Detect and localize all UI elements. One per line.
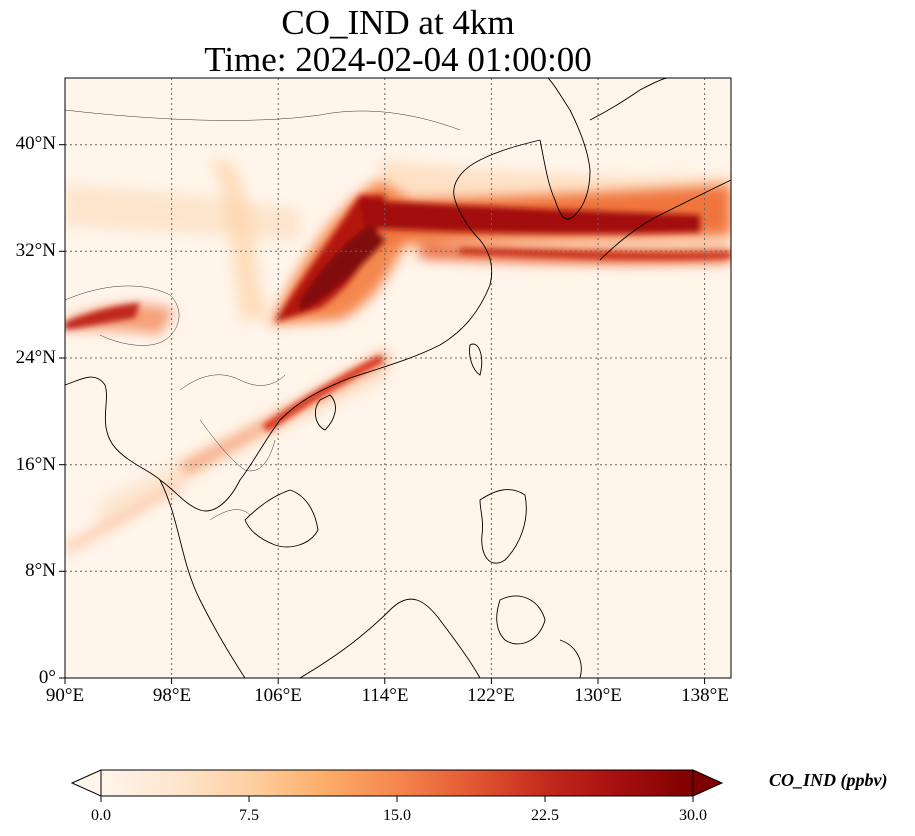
colorbar-extend-min xyxy=(70,769,102,797)
lon-tick-label: 130°E xyxy=(574,685,622,706)
lon-tick-label: 138°E xyxy=(681,685,729,706)
tick-marks xyxy=(59,144,706,684)
lat-tick-label: 16°N xyxy=(15,454,56,475)
gridlines xyxy=(65,78,731,678)
map-title-line1: CO_IND at 4km xyxy=(281,3,515,42)
lat-tick-label: 32°N xyxy=(15,240,56,261)
plume-red-layer xyxy=(65,195,731,432)
lat-tick-label: 40°N xyxy=(15,133,56,154)
colorbar-tick-label: 30.0 xyxy=(679,807,707,824)
lat-tick-label: 8°N xyxy=(25,560,56,581)
lon-tick-label: 90°E xyxy=(45,685,85,706)
colorbar-ticks xyxy=(100,796,694,802)
colorbar-tick-label: 0.0 xyxy=(91,807,111,824)
colorbar-gradient xyxy=(101,770,693,796)
lon-tick-label: 98°E xyxy=(152,685,192,706)
country-borders xyxy=(65,109,461,521)
coastlines xyxy=(65,78,731,678)
colorbar-tick-label: 22.5 xyxy=(531,807,559,824)
colorbar-extend-max xyxy=(692,769,724,797)
map-frame xyxy=(64,77,732,679)
concentration-field xyxy=(65,78,731,678)
lat-tick-label: 24°N xyxy=(15,347,56,368)
lon-tick-label: 122°E xyxy=(467,685,515,706)
lat-tick-label: 0° xyxy=(38,667,56,688)
map-title-line2: Time: 2024-02-04 01:00:00 xyxy=(204,40,592,79)
lon-tick-label: 114°E xyxy=(361,685,409,706)
concentration-map xyxy=(59,77,732,684)
colorbar-label: CO_IND (ppbv) xyxy=(769,770,888,790)
lon-tick-label: 106°E xyxy=(254,685,302,706)
colorbar-tick-label: 7.5 xyxy=(239,807,259,824)
colorbar-tick-label: 15.0 xyxy=(383,807,411,824)
